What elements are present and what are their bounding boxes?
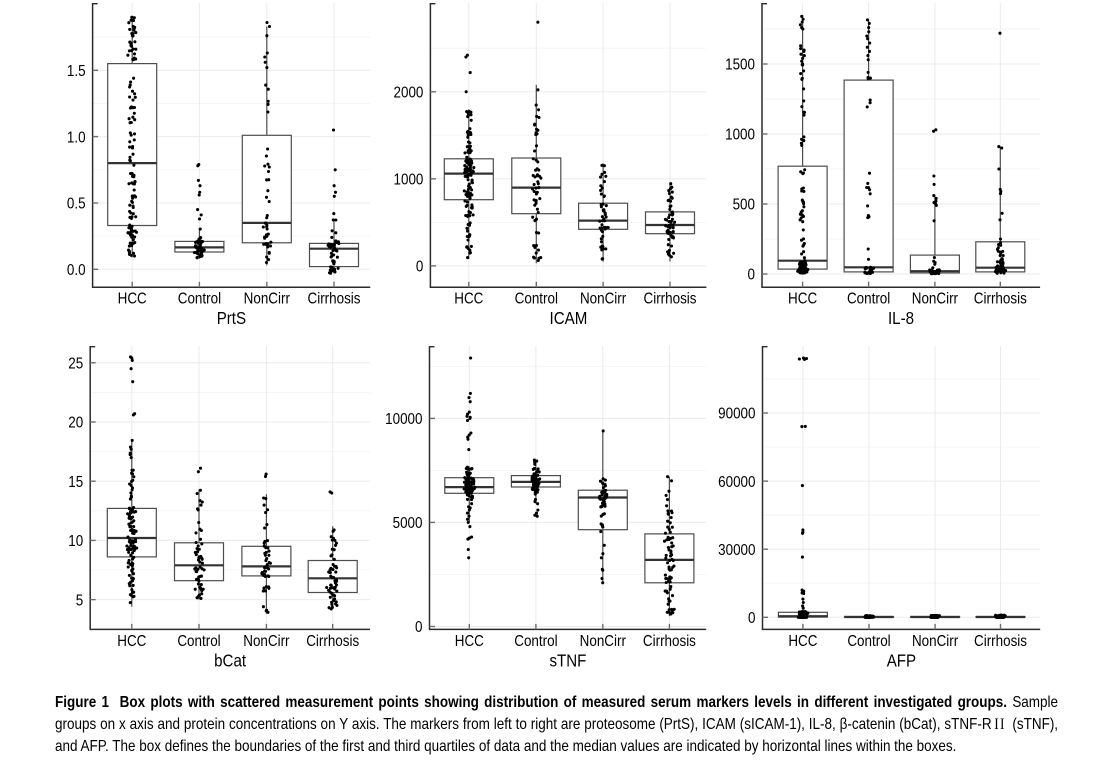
svg-text:Control: Control [847,633,890,650]
svg-text:1.0: 1.0 [67,129,86,146]
svg-text:NonCirr: NonCirr [243,633,289,650]
svg-text:5000: 5000 [393,515,423,532]
svg-text:HCC: HCC [118,291,147,308]
svg-text:NonCirr: NonCirr [580,633,626,650]
svg-text:5: 5 [76,592,83,609]
svg-text:1500: 1500 [725,57,755,74]
svg-text:500: 500 [733,197,755,214]
svg-text:Cirrhosis: Cirrhosis [974,291,1027,308]
svg-text:90000: 90000 [718,406,755,423]
svg-text:HCC: HCC [788,291,817,308]
svg-text:60000: 60000 [718,474,755,491]
svg-text:15: 15 [68,474,83,491]
svg-text:Cirrhosis: Cirrhosis [644,291,697,308]
svg-text:10: 10 [68,533,83,550]
svg-text:Control: Control [514,633,557,650]
svg-text:IL-8: IL-8 [888,308,914,329]
svg-text:NonCirr: NonCirr [912,291,958,308]
svg-text:bCat: bCat [214,650,246,671]
svg-text:AFP: AFP [887,650,916,671]
svg-text:0: 0 [748,267,755,284]
svg-text:Cirrhosis: Cirrhosis [974,633,1027,650]
svg-text:Control: Control [178,291,221,308]
svg-text:HCC: HCC [788,633,817,650]
svg-text:Cirrhosis: Cirrhosis [308,291,361,308]
svg-text:ICAM: ICAM [550,308,588,329]
svg-text:NonCirr: NonCirr [580,291,626,308]
svg-text:0.0: 0.0 [67,262,86,279]
svg-text:Control: Control [847,291,890,308]
svg-text:1000: 1000 [394,172,424,189]
svg-text:25: 25 [68,356,83,373]
svg-text:0: 0 [748,610,755,627]
svg-text:30000: 30000 [718,542,755,559]
svg-text:HCC: HCC [455,633,484,650]
svg-text:HCC: HCC [117,633,146,650]
svg-text:1.5: 1.5 [67,63,86,80]
svg-text:Control: Control [515,291,558,308]
svg-text:10000: 10000 [385,411,422,428]
svg-text:Cirrhosis: Cirrhosis [643,633,696,650]
svg-text:0.5: 0.5 [67,196,86,213]
svg-text:1000: 1000 [725,127,755,144]
svg-text:HCC: HCC [454,291,483,308]
svg-text:0: 0 [415,619,422,636]
svg-text:sTNF: sTNF [549,650,586,671]
svg-text:0: 0 [416,259,423,276]
svg-text:PrtS: PrtS [217,308,246,329]
svg-text:2000: 2000 [394,85,424,102]
svg-text:NonCirr: NonCirr [244,291,290,308]
svg-text:20: 20 [68,415,83,432]
svg-text:Control: Control [177,633,220,650]
svg-text:NonCirr: NonCirr [912,633,958,650]
svg-text:Cirrhosis: Cirrhosis [306,633,359,650]
